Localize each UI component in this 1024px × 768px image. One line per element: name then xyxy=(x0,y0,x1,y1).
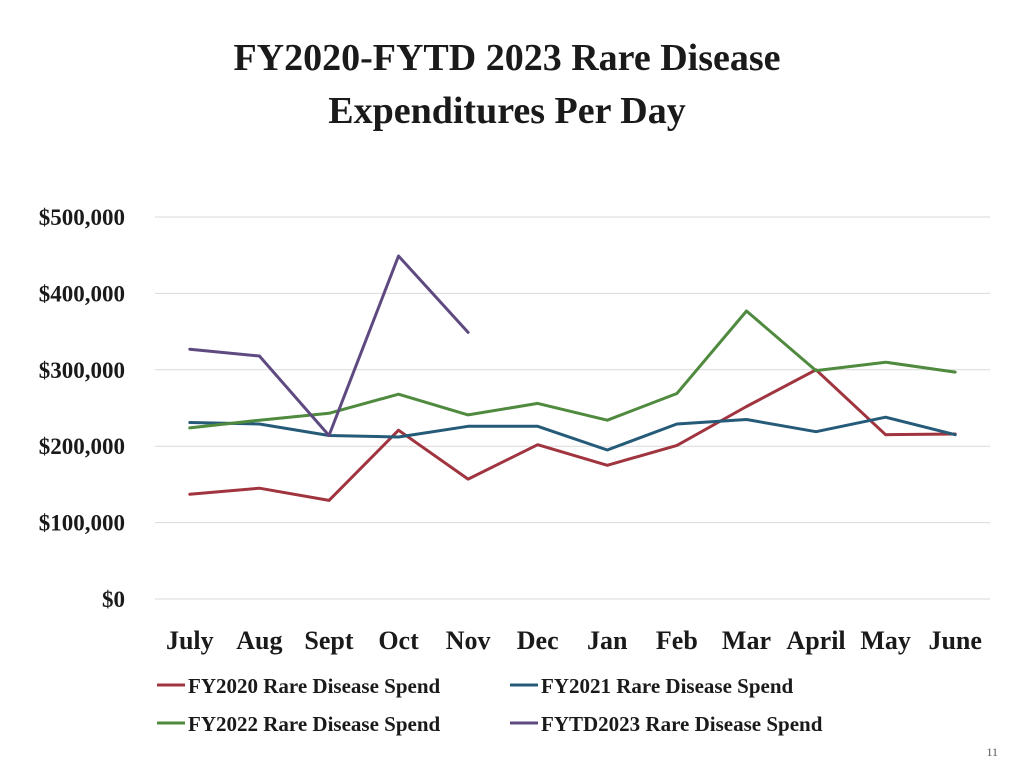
legend-label: FY2020 Rare Disease Spend xyxy=(188,674,441,698)
x-tick-label: June xyxy=(928,626,981,655)
legend: FY2020 Rare Disease Spend FY2021 Rare Dis… xyxy=(157,674,823,736)
series-line-1 xyxy=(188,368,957,502)
x-tick-label: Mar xyxy=(722,626,771,655)
page-number: 11 xyxy=(986,745,998,759)
x-tick-label: Sept xyxy=(304,626,353,655)
x-tick-label: Oct xyxy=(378,626,419,655)
y-tick-label: $100,000 xyxy=(39,511,125,536)
x-tick-label: July xyxy=(166,626,214,655)
series-line-3 xyxy=(188,309,957,430)
y-tick-label: $300,000 xyxy=(39,358,125,383)
chart-title-line-1: FY2020-FYTD 2023 Rare Disease xyxy=(233,37,780,79)
legend-label: FY2021 Rare Disease Spend xyxy=(541,674,794,698)
chart-title-line-2: Expenditures Per Day xyxy=(328,90,686,132)
series-line-4 xyxy=(188,254,470,437)
legend-label: FY2022 Rare Disease Spend xyxy=(188,712,441,736)
x-tick-label: Aug xyxy=(236,626,282,655)
x-tick-label: April xyxy=(786,626,845,655)
x-tick-label: Jan xyxy=(587,626,628,655)
series-lines xyxy=(188,254,957,502)
x-tick-label: Feb xyxy=(656,626,698,655)
legend-label: FYTD2023 Rare Disease Spend xyxy=(541,712,823,736)
series-line-2 xyxy=(188,415,957,452)
y-tick-label: $500,000 xyxy=(39,205,125,230)
y-tick-label: $200,000 xyxy=(39,434,125,459)
y-axis-labels: $0 $100,000 $200,000 $300,000 $400,000 $500,0… xyxy=(39,205,125,612)
x-tick-label: May xyxy=(860,626,911,655)
x-axis-labels: July Aug Sept Oct Nov Dec Jan Feb Mar April May Jun… xyxy=(166,626,982,655)
x-tick-label: Nov xyxy=(446,626,491,655)
y-tick-label: $0 xyxy=(102,587,125,612)
y-tick-label: $400,000 xyxy=(39,281,125,306)
gridlines xyxy=(155,216,990,600)
x-tick-label: Dec xyxy=(517,626,559,655)
